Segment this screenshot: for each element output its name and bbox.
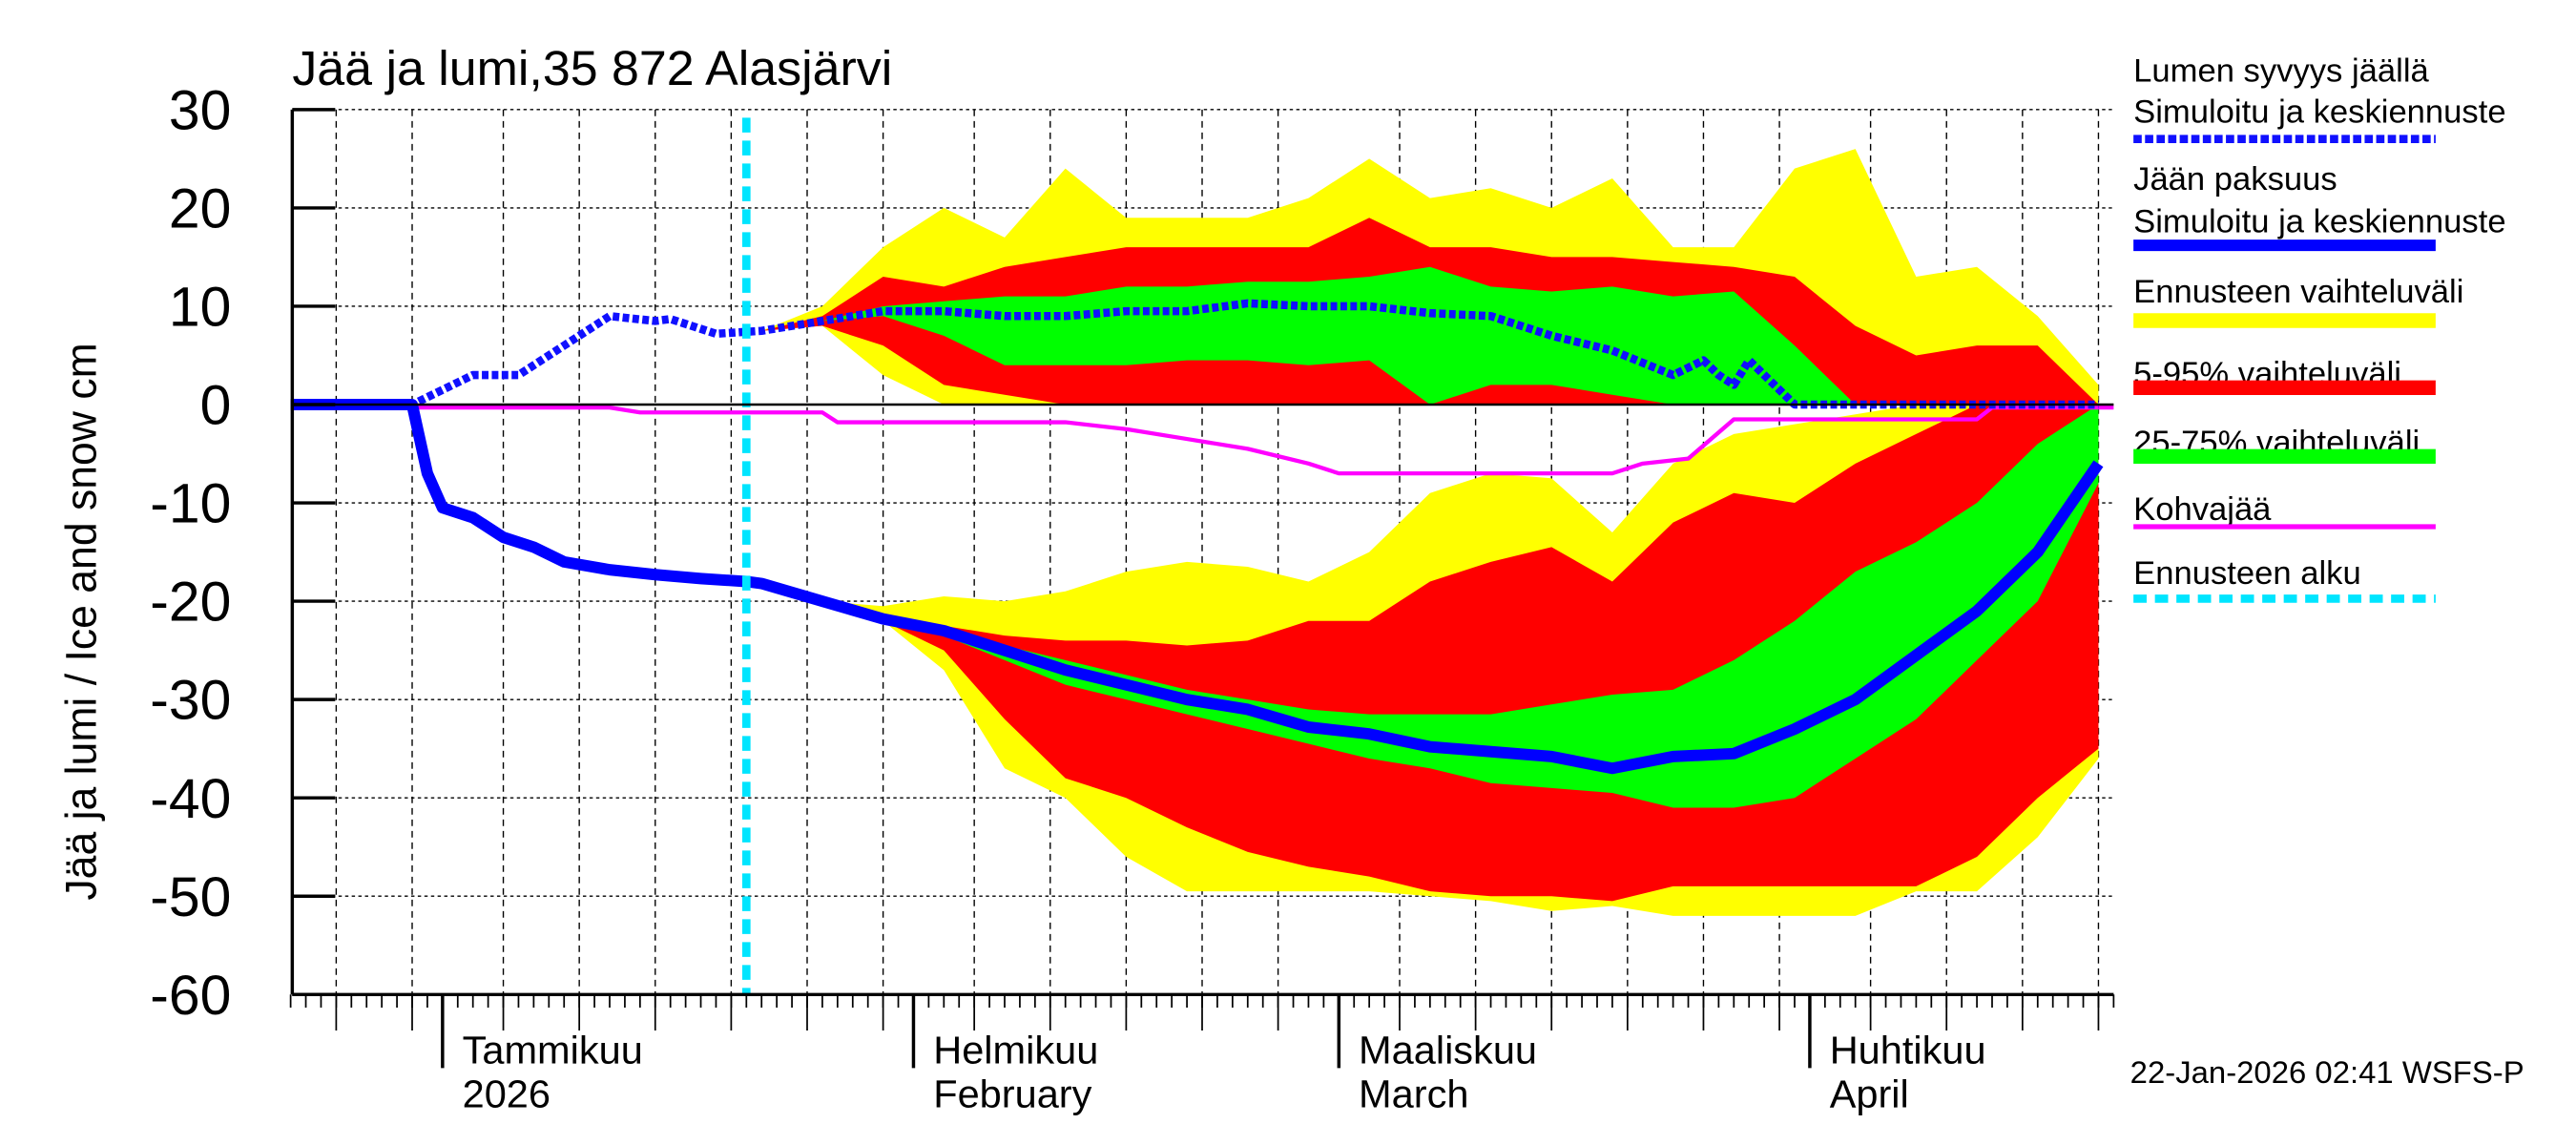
month-label: Maaliskuu (1359, 1028, 1537, 1072)
month-label: Huhtikuu (1830, 1028, 1986, 1072)
month-sublabel: April (1830, 1072, 1909, 1116)
legend-label: Ennusteen vaihteluväli (2133, 274, 2463, 310)
y-tick-label: 10 (169, 277, 231, 339)
slush-ice-line (290, 405, 2114, 476)
ice-thickness-line (290, 398, 2104, 775)
chart-title: Jää ja lumi,35 872 Alasjärvi (292, 40, 892, 95)
timestamp: 22-Jan-2026 02:41 WSFS-P (2130, 1054, 2524, 1090)
y-tick-label: 20 (169, 178, 231, 240)
y-tick-label: -60 (150, 965, 231, 1027)
legend-label: Lumen syvyys jäällä (2133, 53, 2429, 90)
y-tick-label: -10 (150, 473, 231, 535)
ice-25-75-band (761, 405, 2099, 808)
month-sublabel: 2026 (463, 1072, 551, 1116)
y-tick-label: 30 (169, 80, 231, 142)
legend-label: Kohvajää (2133, 491, 2272, 528)
month-label: Tammikuu (463, 1028, 643, 1072)
y-tick-label: -50 (150, 866, 231, 928)
month-sublabel: February (933, 1072, 1092, 1116)
snow-25-75-band (761, 266, 2099, 405)
legend: Lumen syvyys jäällä Simuloitu ja keskienn… (2133, 53, 2506, 603)
series-lines (290, 117, 2114, 995)
y-tick-label: -20 (150, 572, 231, 634)
month-sublabel: March (1359, 1072, 1468, 1116)
snow-depth-line (290, 299, 2099, 409)
legend-sublabel: Simuloitu ja keskiennuste (2133, 94, 2505, 131)
legend-sublabel: Simuloitu ja keskiennuste (2133, 204, 2505, 240)
legend-label: Ennusteen alku (2133, 555, 2361, 592)
y-tick-label: -30 (150, 670, 231, 732)
y-axis-label: Jää ja lumi / Ice and snow cm (57, 343, 105, 900)
y-tick-label: -40 (150, 768, 231, 830)
legend-label: Jään paksuus (2133, 161, 2337, 198)
y-tick-label: 0 (200, 375, 232, 437)
bands (761, 149, 2099, 916)
month-label: Helmikuu (933, 1028, 1098, 1072)
